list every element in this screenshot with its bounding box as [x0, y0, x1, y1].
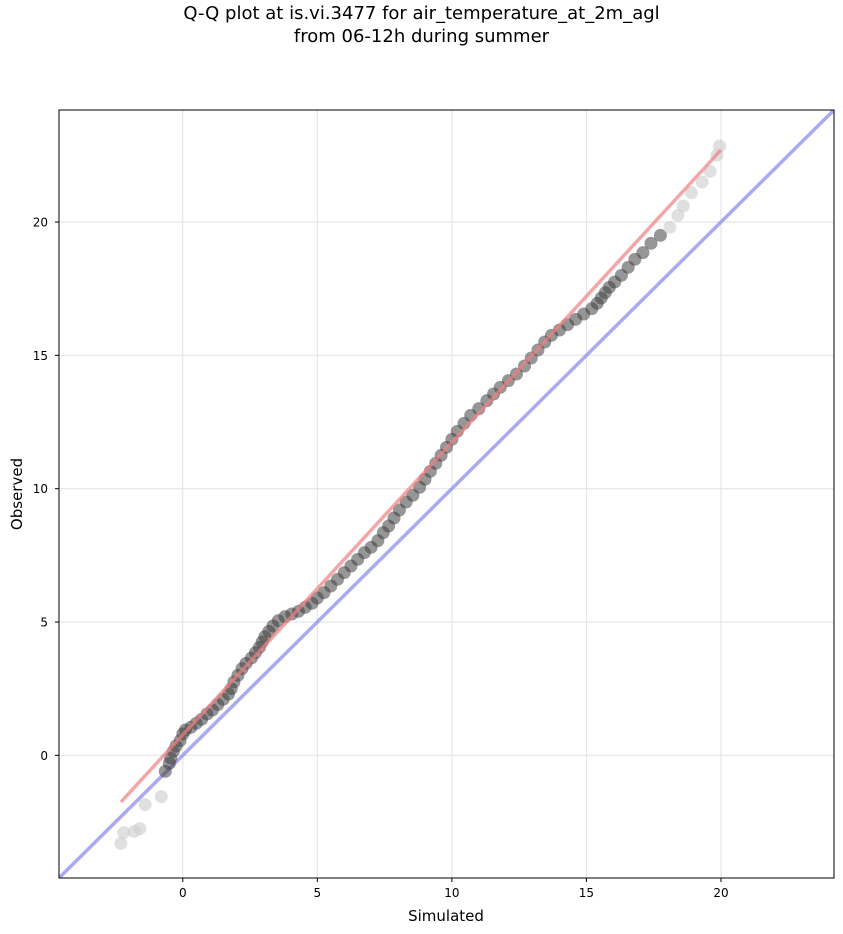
chart-title-line-2: from 06-12h during summer: [293, 26, 550, 47]
fit-line: [119, 148, 723, 804]
data-point: [676, 199, 690, 213]
y-tick-label: 15: [33, 349, 48, 363]
chart-title-line-1: Q-Q plot at is.vi.3477 for air_temperatu…: [183, 3, 660, 24]
x-tick-label: 10: [444, 886, 459, 900]
data-point: [133, 822, 147, 836]
y-tick-label: 0: [40, 749, 48, 763]
data-point: [644, 236, 658, 250]
y-tick-label: 5: [40, 616, 48, 630]
plot-frame: [58, 109, 835, 879]
data-point: [703, 164, 717, 178]
x-axis-label: Simulated: [408, 907, 484, 925]
data-point: [653, 228, 667, 242]
grid-lines: [59, 110, 834, 878]
y-tick-label: 20: [33, 216, 48, 230]
data-point: [114, 836, 128, 850]
chart-title: Q-Q plot at is.vi.3477 for air_temperatu…: [0, 2, 843, 48]
y-tick-label: 10: [33, 482, 48, 496]
data-point: [713, 139, 727, 153]
data-point: [684, 186, 698, 200]
data-point: [154, 790, 168, 804]
data-point: [663, 220, 677, 234]
data-point: [138, 798, 152, 812]
plot-area: [59, 110, 834, 878]
y-axis-label: Observed: [8, 458, 26, 530]
x-tick-label: 15: [579, 886, 594, 900]
data-point: [695, 175, 709, 189]
axis-ticks: 0 5 10 15 20 0 5 10 15 20: [33, 216, 729, 901]
data-point: [117, 826, 131, 840]
identity-line: [59, 110, 834, 878]
x-tick-label: 20: [713, 886, 728, 900]
data-point: [636, 246, 650, 260]
x-tick-label: 0: [179, 886, 187, 900]
x-tick-label: 5: [314, 886, 322, 900]
